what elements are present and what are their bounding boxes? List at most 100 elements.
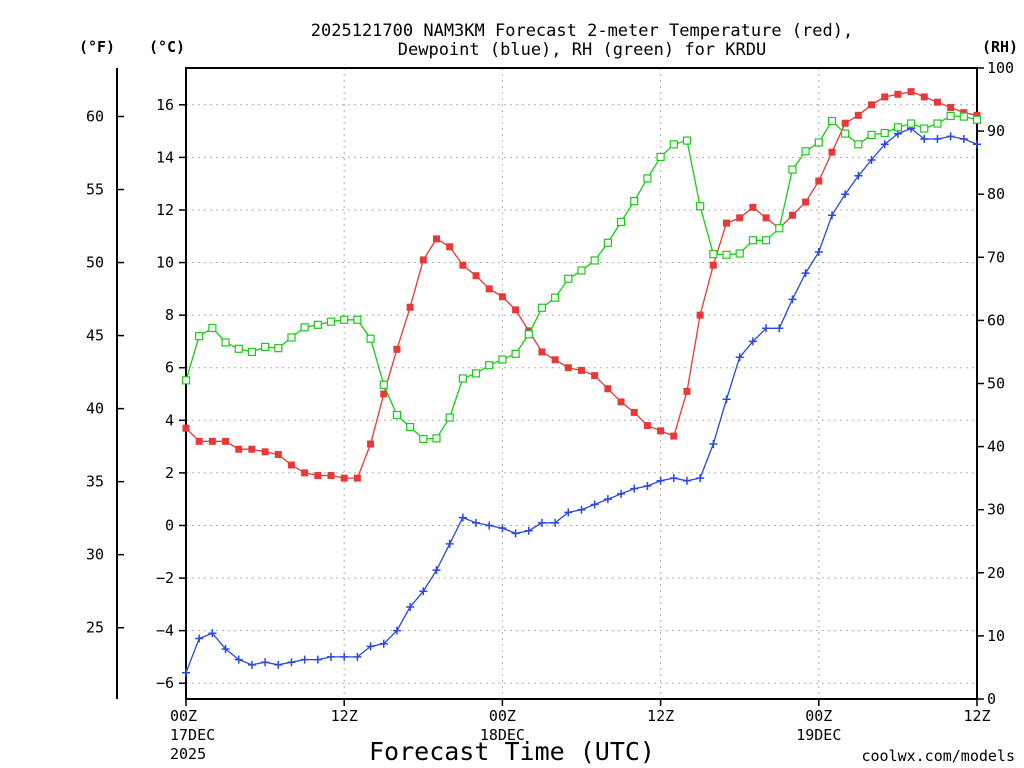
rh-point — [340, 315, 349, 324]
dewpoint-point — [801, 269, 810, 278]
dewpoint-point — [709, 439, 718, 448]
dewpoint-point — [775, 324, 784, 333]
rh-point — [498, 355, 507, 364]
temperature-point — [749, 203, 757, 211]
temperature-point — [419, 256, 427, 264]
chart-title-line2: Dewpoint (blue), RH (green) for KRDU — [398, 40, 766, 60]
rh-point — [682, 136, 692, 145]
time-tick-label: 00Z — [489, 707, 516, 725]
dewpoint-point — [946, 132, 955, 141]
temperature-point — [498, 293, 506, 301]
dewpoint-point — [511, 529, 520, 538]
rh-point — [247, 347, 257, 357]
dewpoint-point — [854, 171, 863, 180]
rh-tick-label: 0 — [987, 690, 996, 708]
rh-point — [366, 334, 375, 343]
temperature-point — [222, 437, 230, 445]
celsius-tick-label: 8 — [165, 306, 174, 324]
dewpoint-point — [419, 587, 428, 596]
temperature-point — [301, 469, 309, 477]
credit-label: coolwx.com/models — [861, 747, 1015, 765]
dewpoint-point — [537, 518, 546, 527]
rh-point — [511, 349, 520, 358]
rh-tick-label: 100 — [987, 59, 1014, 77]
dewpoint-point — [735, 353, 744, 362]
temperature-point — [235, 445, 243, 453]
temperature-point — [723, 219, 731, 227]
rh-tick-label: 20 — [987, 564, 1005, 582]
dewpoint-point — [577, 505, 586, 514]
dewpoint-point — [722, 395, 731, 404]
dewpoint-point — [406, 602, 415, 611]
rh-line — [185, 115, 978, 440]
dewpoint-point — [287, 658, 296, 667]
time-tick-label: 00Z — [170, 707, 197, 725]
rh-point — [353, 315, 362, 324]
dewpoint-point — [327, 652, 336, 661]
temperature-point — [828, 148, 836, 156]
series-layer — [181, 88, 982, 677]
rh-point — [590, 256, 599, 265]
time-tick-label: 12Z — [647, 707, 674, 725]
dewpoint-point — [353, 652, 362, 661]
fahrenheit-axis-ticks: 25 30 35 40 45 50 55 60 — [86, 107, 124, 637]
dewpoint-point — [458, 513, 467, 522]
dewpoint-point — [195, 634, 204, 643]
time-tick-label: 12Z — [963, 707, 990, 725]
dewpoint-point — [973, 140, 981, 149]
dewpoint-point — [643, 482, 652, 491]
temperature-point — [208, 437, 216, 445]
rh-point — [564, 274, 573, 283]
temperature-point — [947, 103, 955, 111]
temperature-point — [630, 408, 638, 416]
dewpoint-point — [234, 655, 243, 664]
rh-point — [181, 376, 191, 385]
dewpoint-point — [762, 324, 771, 333]
rh-tick-label: 60 — [987, 311, 1005, 329]
rh-point — [814, 138, 823, 147]
dewpoint-point — [880, 140, 889, 149]
celsius-tick-label: −6 — [156, 674, 174, 692]
rh-point — [392, 410, 402, 420]
temperature-point — [591, 372, 599, 380]
rh-point — [735, 249, 744, 258]
temperature-point — [446, 243, 454, 251]
rh-point — [603, 238, 612, 247]
dewpoint-point — [933, 134, 942, 143]
fahrenheit-tick-label: 50 — [86, 254, 104, 272]
temperature-point — [933, 98, 941, 106]
rh-tick-label: 70 — [987, 248, 1005, 266]
temperature-point — [538, 348, 546, 356]
dewpoint-point — [630, 484, 639, 493]
dewpoint-point — [208, 629, 217, 638]
temperature-point — [868, 101, 876, 109]
rh-point — [880, 128, 889, 138]
celsius-unit-label: (°C) — [149, 38, 185, 56]
fahrenheit-unit-label: (°F) — [79, 38, 115, 56]
dewpoint-point — [814, 248, 823, 257]
temperature-point — [920, 93, 928, 101]
temperature-point — [841, 119, 849, 127]
fahrenheit-tick-label: 55 — [86, 181, 104, 199]
celsius-tick-label: 16 — [156, 96, 174, 114]
temperature-point — [973, 111, 981, 119]
rh-point — [946, 111, 955, 121]
fahrenheit-tick-label: 60 — [86, 107, 104, 125]
temperature-point — [406, 303, 414, 311]
fahrenheit-tick-label: 40 — [86, 400, 104, 418]
temperature-point — [696, 311, 704, 319]
temperature-point — [670, 432, 678, 440]
celsius-tick-label: 10 — [156, 254, 174, 272]
temperature-point — [459, 261, 467, 269]
temperature-point — [472, 272, 480, 280]
temperature-point — [657, 427, 665, 435]
temperature-point — [604, 385, 612, 393]
dewpoint-point — [788, 295, 797, 304]
rh-point — [801, 147, 810, 156]
dewpoint-point — [590, 500, 599, 509]
temperature-point — [564, 364, 572, 372]
temperature-point — [393, 345, 401, 353]
rh-point — [867, 130, 876, 139]
dewpoint-point — [669, 474, 678, 483]
